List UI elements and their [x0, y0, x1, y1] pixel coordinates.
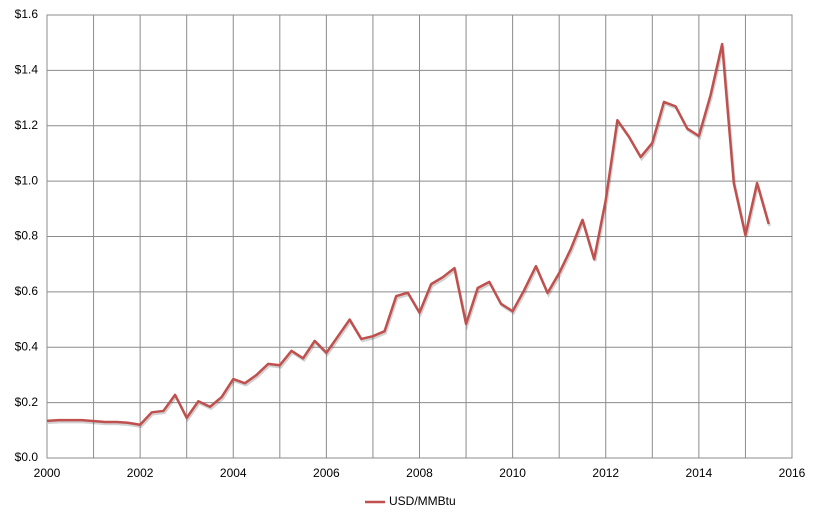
y-tick-label: $0.2: [15, 395, 39, 409]
y-tick-label: $1.0: [15, 173, 39, 187]
x-tick-label: 2014: [686, 466, 713, 480]
legend-label: USD/MMBtu: [389, 494, 456, 508]
y-tick-label: $0.8: [15, 229, 39, 243]
x-tick-label: 2010: [499, 466, 526, 480]
series-line: [46, 42, 770, 427]
x-tick-label: 2008: [406, 466, 433, 480]
x-tick-label: 2004: [220, 466, 247, 480]
x-tick-label: 2016: [779, 466, 806, 480]
x-tick-label: 2000: [34, 466, 61, 480]
y-tick-label: $1.6: [15, 7, 39, 21]
x-tick-label: 2006: [313, 466, 340, 480]
y-tick-label: $0.6: [15, 284, 39, 298]
x-tick-label: 2002: [127, 466, 154, 480]
y-tick-label: $0.4: [15, 339, 39, 353]
x-tick-label: 2012: [592, 466, 619, 480]
y-tick-label: $0.0: [15, 450, 39, 464]
y-tick-label: $1.2: [15, 118, 39, 132]
y-tick-label: $1.4: [15, 63, 39, 77]
series-line-shadow: [47, 45, 771, 429]
